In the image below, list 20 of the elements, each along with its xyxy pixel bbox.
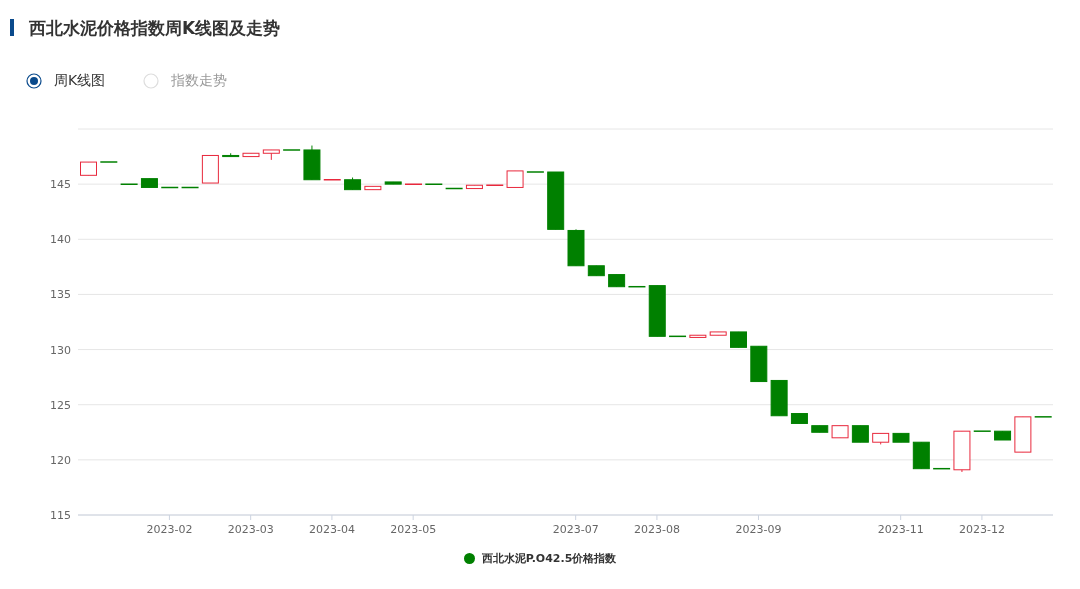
legend-label: 西北水泥P.O42.5价格指数 — [481, 551, 617, 566]
x-tick-label: 2023-09 — [735, 523, 782, 536]
x-tick-label: 2023-03 — [227, 523, 274, 536]
x-tick-label: 2023-08 — [633, 523, 680, 536]
text: 指数走势 — [171, 72, 227, 90]
x-tick-label: 2023-02 — [146, 523, 193, 536]
x-tick-label: 2023-11 — [877, 523, 924, 536]
y-tick-label: 115 — [50, 509, 71, 522]
y-tick-label: 135 — [50, 288, 71, 302]
y-tick-label: 130 — [50, 343, 71, 357]
y-tick-label: 140 — [50, 233, 71, 247]
text: 周K线图 — [54, 72, 106, 90]
y-tick-label: 125 — [50, 398, 71, 412]
x-tick-label: 2023-05 — [390, 523, 437, 536]
x-tick-label: 2023-04 — [308, 523, 355, 536]
x-tick-label: 2023-07 — [552, 523, 599, 536]
chart-title: 西北水泥价格指数周K线图及走势 — [29, 17, 281, 40]
x-tick-label: 2023-12 — [958, 523, 1005, 536]
y-tick-label: 120 — [50, 453, 71, 467]
y-tick-label: 145 — [50, 178, 71, 192]
